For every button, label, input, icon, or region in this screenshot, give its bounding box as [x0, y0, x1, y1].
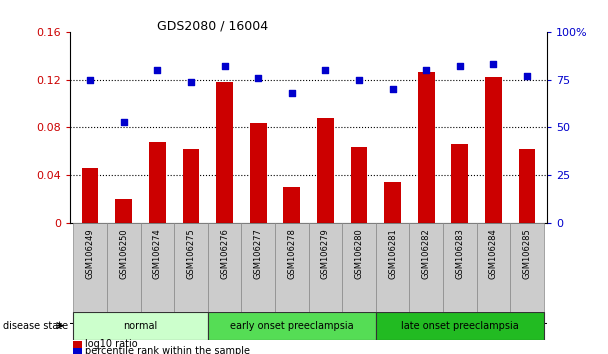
Bar — [510, 223, 544, 324]
Bar — [342, 223, 376, 324]
Text: GSM106274: GSM106274 — [153, 228, 162, 279]
Text: late onset preeclampsia: late onset preeclampsia — [401, 321, 519, 331]
Bar — [241, 223, 275, 324]
Bar — [81, 168, 98, 223]
Text: GDS2080 / 16004: GDS2080 / 16004 — [157, 19, 268, 33]
Bar — [275, 223, 309, 324]
Bar — [351, 147, 367, 223]
Point — [354, 77, 364, 82]
Point — [489, 62, 499, 67]
Text: GSM106275: GSM106275 — [187, 228, 195, 279]
Point — [219, 63, 229, 69]
Text: percentile rank within the sample: percentile rank within the sample — [85, 346, 250, 354]
Bar — [317, 118, 334, 223]
Bar — [140, 223, 174, 324]
Bar — [409, 223, 443, 324]
Point — [421, 67, 431, 73]
Text: GSM106278: GSM106278 — [287, 228, 296, 279]
Point — [254, 75, 263, 81]
Text: normal: normal — [123, 321, 157, 331]
Bar — [149, 142, 166, 223]
Bar — [208, 312, 376, 340]
Bar — [74, 223, 107, 324]
Bar — [174, 223, 208, 324]
Bar — [443, 223, 477, 324]
Bar — [485, 77, 502, 223]
Point — [320, 67, 330, 73]
Text: log10 ratio: log10 ratio — [85, 339, 138, 349]
Text: GSM106249: GSM106249 — [86, 228, 95, 279]
Text: GSM106250: GSM106250 — [119, 228, 128, 279]
Bar — [116, 199, 132, 223]
Bar — [376, 312, 544, 340]
Bar — [418, 73, 435, 223]
Bar — [182, 149, 199, 223]
Point — [153, 67, 162, 73]
Point — [388, 86, 398, 92]
Bar — [477, 223, 510, 324]
Text: GSM106283: GSM106283 — [455, 228, 465, 279]
Text: GSM106282: GSM106282 — [422, 228, 430, 279]
Bar — [283, 187, 300, 223]
Text: GSM106281: GSM106281 — [388, 228, 397, 279]
Point — [522, 73, 532, 79]
Bar — [107, 223, 140, 324]
Point — [455, 63, 465, 69]
Bar — [74, 312, 208, 340]
Point — [186, 79, 196, 84]
Text: GSM106284: GSM106284 — [489, 228, 498, 279]
Bar — [376, 223, 409, 324]
Bar — [384, 182, 401, 223]
Point — [287, 90, 297, 96]
Point — [119, 119, 128, 125]
Text: early onset preeclampsia: early onset preeclampsia — [230, 321, 354, 331]
Text: GSM106279: GSM106279 — [321, 228, 330, 279]
Text: GSM106285: GSM106285 — [522, 228, 531, 279]
Text: GSM106280: GSM106280 — [354, 228, 364, 279]
Point — [85, 77, 95, 82]
Bar — [451, 144, 468, 223]
Text: GSM106276: GSM106276 — [220, 228, 229, 279]
Text: GSM106277: GSM106277 — [254, 228, 263, 279]
Bar — [216, 82, 233, 223]
Text: disease state: disease state — [3, 321, 68, 331]
Bar — [519, 149, 536, 223]
Bar — [250, 123, 266, 223]
Bar — [208, 223, 241, 324]
Bar — [308, 223, 342, 324]
